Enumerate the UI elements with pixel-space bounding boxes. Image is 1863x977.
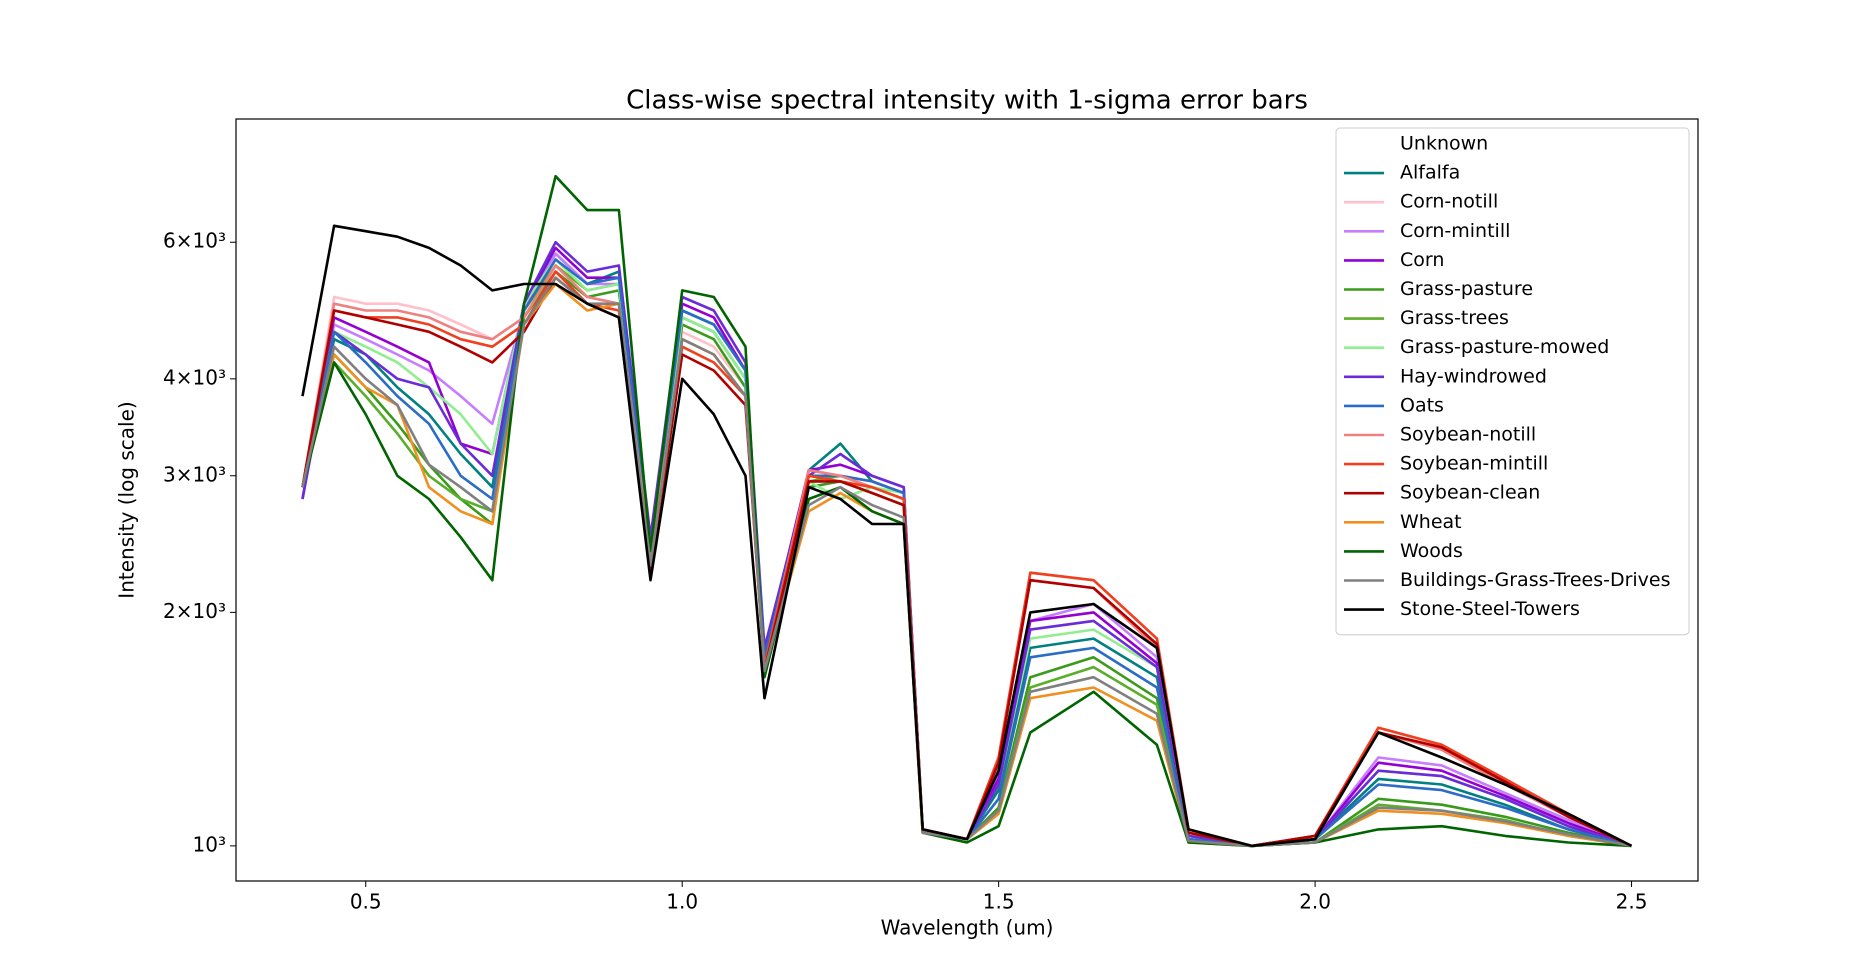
legend-label: Corn-mintill: [1400, 220, 1510, 242]
legend-label: Grass-pasture: [1400, 278, 1533, 300]
legend-label: Oats: [1400, 394, 1444, 416]
x-tick-label: 2.5: [1616, 890, 1648, 914]
x-tick-label: 2.0: [1299, 890, 1331, 914]
legend-label: Woods: [1400, 540, 1463, 562]
legend-label: Soybean-clean: [1400, 482, 1540, 504]
x-tick-label: 0.5: [350, 890, 382, 914]
legend-label: Stone-Steel-Towers: [1400, 598, 1580, 620]
legend-box: [1335, 127, 1690, 636]
series-line: [301, 224, 1633, 848]
legend-label: Hay-windrowed: [1400, 365, 1547, 387]
legend-label: Grass-pasture-mowed: [1400, 336, 1609, 358]
legend-label: Grass-trees: [1400, 307, 1509, 329]
y-tick-label: 6×10³: [163, 229, 226, 253]
series-line: [301, 276, 1633, 848]
y-tick-label: 4×10³: [163, 365, 226, 389]
y-tick-label: 2×10³: [163, 599, 226, 623]
y-axis-label: Intensity (log scale): [115, 401, 139, 598]
legend-label: Soybean-mintill: [1400, 453, 1548, 475]
series-line: [301, 276, 1632, 848]
legend-label: Corn-notill: [1400, 191, 1498, 213]
x-tick-label: 1.5: [983, 890, 1015, 914]
legend-label: Soybean-notill: [1400, 424, 1536, 446]
plot-lines: [301, 174, 1633, 848]
y-tick-label: 10³: [193, 832, 226, 856]
chart-title: Class-wise spectral intensity with 1-sig…: [626, 86, 1308, 116]
plot-frame: [235, 118, 1699, 882]
x-tick-label: 1.0: [666, 890, 698, 914]
legend-label: Buildings-Grass-Trees-Drives: [1400, 569, 1671, 591]
y-tick-label: 3×10³: [163, 462, 226, 486]
legend-label: Wheat: [1400, 511, 1462, 533]
legend-label: Unknown: [1400, 133, 1488, 155]
legend-label: Alfalfa: [1400, 162, 1460, 184]
legend-label: Corn: [1400, 249, 1444, 271]
x-axis-label: Wavelength (um): [881, 916, 1054, 940]
